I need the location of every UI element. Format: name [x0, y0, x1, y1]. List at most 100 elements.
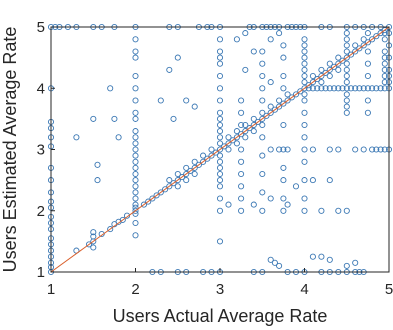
y-tick-label: 2 [37, 203, 45, 220]
data-point [369, 146, 376, 153]
data-point [377, 85, 384, 92]
data-point [132, 164, 139, 171]
data-point [352, 85, 359, 92]
data-point [326, 177, 333, 184]
data-point [216, 85, 224, 92]
data-point [314, 76, 321, 83]
data-point [216, 140, 224, 147]
data-point [204, 155, 211, 162]
data-point [242, 121, 249, 129]
data-point [276, 103, 283, 110]
data-point [360, 36, 367, 43]
data-point [166, 183, 173, 190]
data-point [259, 115, 266, 122]
data-point [107, 226, 114, 233]
data-point [276, 262, 283, 269]
data-point [305, 82, 312, 89]
data-point [94, 177, 101, 184]
data-point [170, 180, 177, 187]
data-point [381, 146, 388, 153]
x-tick-label: 3 [216, 281, 224, 298]
data-point [132, 201, 139, 208]
data-point [259, 207, 266, 214]
data-point [132, 54, 139, 61]
data-point [212, 149, 219, 156]
data-point [132, 97, 139, 104]
data-point [301, 85, 308, 92]
data-point [343, 109, 350, 116]
data-point [301, 177, 308, 184]
data-point [369, 85, 376, 92]
data-point [132, 158, 139, 165]
data-point [364, 72, 371, 80]
data-point [309, 253, 316, 260]
data-point [174, 183, 181, 190]
data-point [216, 152, 224, 159]
data-point [331, 63, 338, 70]
data-point [216, 109, 224, 116]
data-point [166, 177, 173, 184]
data-point [132, 207, 139, 214]
data-point [221, 143, 228, 150]
data-point [225, 140, 232, 147]
data-point [115, 134, 122, 141]
data-point [162, 186, 169, 193]
data-point [284, 201, 291, 208]
data-point [238, 170, 245, 178]
data-point [352, 42, 359, 49]
y-tick-label: 5 [37, 19, 45, 36]
data-point [259, 134, 266, 141]
data-point [233, 140, 240, 147]
data-point [225, 201, 232, 208]
data-point [229, 137, 236, 144]
data-point [381, 60, 388, 67]
data-point [267, 79, 274, 86]
data-point [280, 146, 287, 153]
data-point [132, 183, 139, 190]
data-point [276, 30, 283, 37]
data-point [267, 109, 274, 116]
data-point [216, 164, 224, 171]
data-point [145, 198, 152, 205]
y-tick-label: 1 [37, 264, 45, 281]
data-point [267, 146, 274, 153]
data-point [301, 36, 308, 43]
data-point [132, 109, 139, 116]
data-point [335, 207, 342, 214]
data-point [153, 192, 160, 199]
data-point [233, 36, 240, 43]
data-point [250, 115, 257, 122]
data-point [280, 54, 287, 61]
data-point [132, 128, 139, 135]
data-point [309, 177, 316, 184]
data-point [174, 170, 181, 178]
data-point [280, 207, 287, 214]
data-point [259, 72, 266, 80]
data-point [132, 140, 139, 147]
data-point [322, 69, 329, 76]
data-point [216, 48, 224, 55]
data-point [250, 48, 257, 55]
data-point [280, 177, 287, 184]
data-point [280, 121, 287, 129]
data-point [301, 97, 308, 104]
data-point [335, 60, 342, 67]
data-point [90, 233, 97, 240]
data-point [132, 189, 139, 196]
data-point [301, 60, 308, 67]
data-point [216, 134, 224, 141]
data-point [381, 48, 388, 55]
data-point [191, 164, 198, 171]
data-point [356, 85, 363, 92]
data-point [111, 115, 118, 122]
data-point [238, 121, 245, 129]
data-point [259, 109, 266, 116]
data-point [326, 146, 333, 153]
data-point [271, 106, 278, 113]
data-point [343, 60, 350, 67]
data-point [216, 60, 224, 67]
data-point [238, 131, 245, 138]
data-point [343, 85, 350, 92]
data-point [297, 88, 304, 95]
